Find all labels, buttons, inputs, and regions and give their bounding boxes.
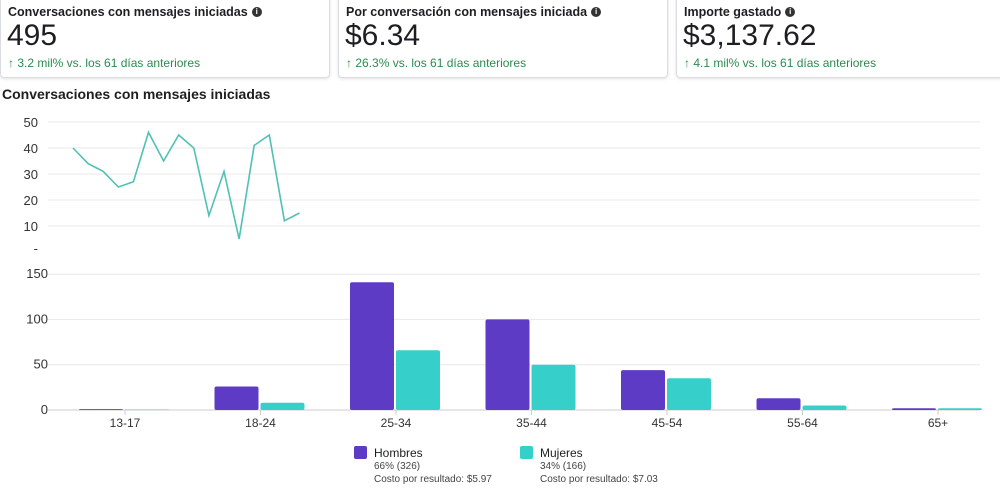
y-tick-label: 10	[24, 219, 38, 234]
legend-cost: Costo por resultado: $7.03	[540, 474, 658, 485]
y-tick-label: 20	[24, 193, 38, 208]
bar-hombres	[214, 386, 259, 410]
legend-cost: Costo por resultado: $5.97	[374, 474, 492, 485]
card-value: 495	[7, 19, 58, 52]
y-tick-label: -	[34, 241, 38, 256]
bar-hombres	[79, 409, 123, 410]
metric-card-amount-spent: Importe gastado i $3,137.62 ↑ 4.1 mil% vs…	[676, 0, 1000, 78]
y-tick-label: 0	[41, 402, 48, 417]
card-delta: ↑ 4.1 mil% vs. los 61 días anteriores	[684, 56, 877, 70]
bar-mujeres	[531, 364, 576, 410]
y-tick-label: 50	[34, 357, 48, 372]
y-tick-label: 30	[24, 167, 38, 182]
card-title: Importe gastado	[684, 5, 782, 19]
legend-name: Mujeres	[540, 446, 583, 460]
section-title: Conversaciones con mensajes iniciadas	[2, 86, 271, 102]
x-tick-label: 25-34	[381, 416, 412, 430]
x-tick-label: 55-64	[787, 416, 818, 430]
info-icon[interactable]: i	[251, 7, 262, 17]
legend-share: 66% (326)	[374, 461, 421, 472]
metric-card-cost-per-conversation: Por conversación con mensajes iniciada i …	[338, 0, 668, 78]
info-icon[interactable]: i	[785, 7, 796, 17]
x-tick-label: 13-17	[110, 416, 141, 430]
bar-hombres	[892, 408, 936, 410]
metric-card-conversations: Conversaciones con mensajes iniciadas i 4…	[0, 0, 330, 78]
card-title: Conversaciones con mensajes iniciadas	[8, 5, 248, 19]
charts: 50 40 30 20 10 - 150 100 50 0 13-17 18-24 25-34 35-44…	[24, 115, 982, 430]
y-tick-label: 150	[26, 266, 48, 281]
card-delta: ↑ 3.2 mil% vs. los 61 días anteriores	[8, 56, 201, 70]
x-tick-label: 35-44	[516, 416, 547, 430]
bar-mujeres	[938, 408, 982, 410]
legend-name: Hombres	[374, 446, 423, 460]
bar-mujeres	[802, 405, 847, 410]
y-tick-label: 50	[24, 115, 38, 130]
card-title: Por conversación con mensajes iniciada	[346, 5, 588, 19]
card-delta: ↑ 26.3% vs. los 61 días anteriores	[346, 56, 527, 70]
legend-swatch	[354, 446, 367, 459]
series-line	[72, 130, 300, 240]
card-value: $6.34	[345, 19, 421, 52]
bar-hombres	[350, 282, 394, 410]
x-tick-label: 18-24	[245, 416, 276, 430]
legend-swatch	[520, 446, 533, 459]
bar-hombres	[621, 370, 665, 410]
y-tick-label: 100	[26, 311, 48, 326]
legend-share: 34% (166)	[540, 461, 587, 472]
info-icon[interactable]: i	[591, 7, 602, 17]
card-value: $3,137.62	[683, 19, 817, 52]
bar-hombres	[485, 319, 530, 410]
x-tick-label: 45-54	[652, 416, 683, 430]
x-tick-label: 65+	[928, 416, 948, 430]
bar-hombres	[756, 398, 801, 410]
y-tick-label: 40	[24, 141, 38, 156]
bar-mujeres	[396, 350, 440, 410]
bar-mujeres	[260, 402, 305, 410]
bar-mujeres	[667, 378, 711, 410]
